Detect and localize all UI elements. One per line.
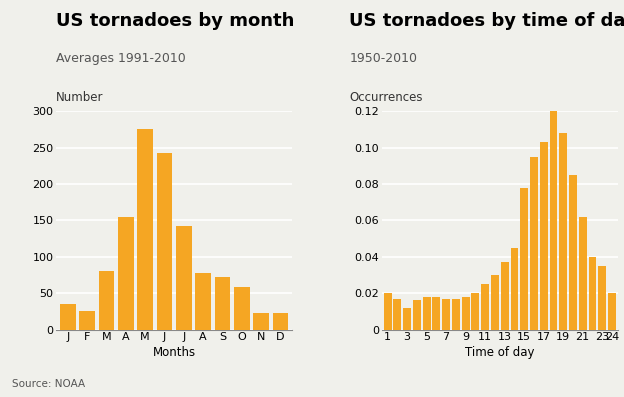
Bar <box>550 111 557 330</box>
Bar <box>137 129 153 330</box>
Text: Averages 1991-2010: Averages 1991-2010 <box>56 52 186 65</box>
Bar <box>413 301 421 330</box>
Bar <box>79 311 95 330</box>
Bar <box>384 293 391 330</box>
Text: Number: Number <box>56 91 104 104</box>
Bar <box>273 314 288 330</box>
Bar <box>500 262 509 330</box>
Bar <box>442 299 450 330</box>
Bar <box>472 293 479 330</box>
Text: US tornadoes by time of day: US tornadoes by time of day <box>349 12 624 30</box>
Bar <box>157 153 172 330</box>
Bar <box>253 314 269 330</box>
Bar <box>176 226 192 330</box>
Bar <box>540 142 547 330</box>
Text: 1950-2010: 1950-2010 <box>349 52 417 65</box>
Bar <box>60 304 76 330</box>
Bar <box>432 297 441 330</box>
Bar <box>588 257 597 330</box>
Bar <box>99 271 114 330</box>
Bar <box>559 133 567 330</box>
Bar <box>215 277 230 330</box>
Bar <box>481 284 489 330</box>
Text: US tornadoes by month: US tornadoes by month <box>56 12 295 30</box>
Text: Source: NOAA: Source: NOAA <box>12 379 85 389</box>
Bar <box>491 275 499 330</box>
Bar <box>422 297 431 330</box>
Bar <box>578 217 587 330</box>
Bar <box>462 297 469 330</box>
Bar <box>510 248 519 330</box>
Bar <box>569 175 577 330</box>
X-axis label: Months: Months <box>153 347 196 359</box>
Bar <box>118 217 134 330</box>
Bar <box>234 287 250 330</box>
Bar <box>195 274 211 330</box>
X-axis label: Time of day: Time of day <box>465 347 535 359</box>
Bar <box>452 299 460 330</box>
Bar <box>403 308 411 330</box>
Text: Occurrences: Occurrences <box>349 91 423 104</box>
Bar <box>394 299 401 330</box>
Bar <box>598 266 606 330</box>
Bar <box>608 293 616 330</box>
Bar <box>530 157 538 330</box>
Bar <box>520 188 528 330</box>
